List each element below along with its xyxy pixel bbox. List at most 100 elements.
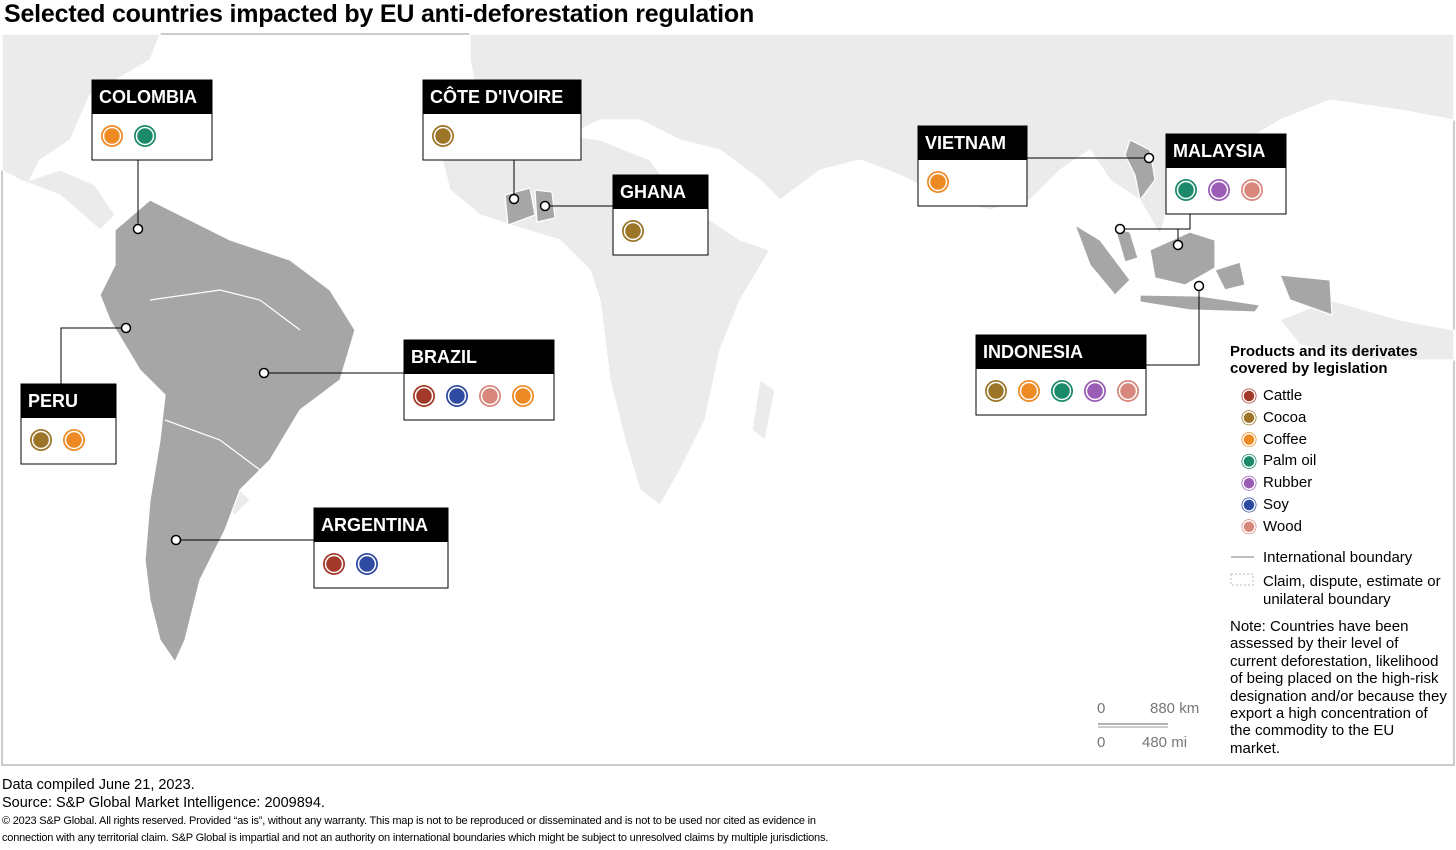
legend-label: Palm oil	[1263, 452, 1317, 470]
legend-title: Products and its derivates covered by le…	[1230, 343, 1418, 377]
country-shape	[1149, 231, 1216, 286]
land	[1279, 299, 1455, 361]
callout-header	[92, 80, 212, 114]
country-callout: GHANA	[539, 174, 709, 256]
legend-dot-ring	[1242, 476, 1256, 490]
product-dot-ring	[1242, 180, 1262, 200]
callout-header	[976, 335, 1146, 369]
country-anchor	[258, 367, 270, 379]
legend-dot-ring	[1242, 432, 1256, 447]
leader-line	[60, 327, 126, 384]
country-callout: VIETNAM	[917, 125, 1155, 207]
legend-dot-ring	[1242, 454, 1256, 469]
legend-dot-ring	[1242, 389, 1256, 403]
legend-label: Rubber	[1263, 474, 1313, 492]
country-name: GHANA	[620, 182, 686, 202]
product-dot-ring	[447, 386, 467, 406]
country-callout: MALAYSIA	[1114, 133, 1287, 251]
country-callout: CÔTE D'IVOIRE	[422, 79, 582, 205]
country-border	[149, 289, 301, 331]
country-callout: ARGENTINA	[170, 507, 449, 589]
country-name: BRAZIL	[411, 347, 477, 367]
country-anchor	[1193, 280, 1205, 292]
country-name: ARGENTINA	[321, 515, 428, 535]
callout-header	[1166, 134, 1286, 168]
product-dot-ring	[623, 221, 643, 241]
footer-disclaimer: connection with any territorial claim. S…	[2, 832, 829, 844]
product-dot-ring	[31, 430, 51, 450]
legend-label: Soy	[1263, 496, 1289, 513]
legend-boundary: Claim, dispute, estimate or unilateral b…	[1263, 573, 1441, 608]
country-shape	[1214, 261, 1246, 291]
country-shape	[1114, 227, 1139, 263]
country-anchor	[170, 534, 182, 546]
product-dot-ring	[414, 386, 434, 406]
legend-boundary: International boundary	[1263, 549, 1413, 566]
product-dot-ring	[513, 386, 533, 406]
scale-label: 0	[1097, 734, 1106, 751]
product-dot-ring	[135, 126, 155, 146]
callout-header	[918, 126, 1027, 160]
country-name: VIETNAM	[925, 133, 1006, 153]
product-dot-ring	[1019, 381, 1039, 401]
product-dot-ring	[324, 554, 344, 574]
product-dot-ring	[102, 126, 122, 146]
scale-label: 880 km	[1150, 700, 1200, 717]
product-dot-ring	[64, 430, 84, 450]
country-border	[164, 419, 261, 471]
country-name: INDONESIA	[983, 342, 1083, 362]
land	[1, 33, 161, 231]
product-dot-ring	[1052, 381, 1072, 401]
country-anchor	[1143, 152, 1155, 164]
callout-header	[21, 384, 116, 418]
country-name: COLOMBIA	[99, 87, 197, 107]
legend-label: Coffee	[1263, 430, 1307, 448]
footer-compiled: Data compiled June 21, 2023.	[2, 777, 195, 793]
country-name: CÔTE D'IVOIRE	[430, 86, 563, 107]
claim-symbol	[1230, 573, 1254, 586]
product-dot-ring	[1085, 381, 1105, 401]
leader-line	[1146, 286, 1200, 366]
legend-dot-ring	[1242, 520, 1256, 534]
legend-symbols	[1098, 556, 1254, 728]
highlighted-countries	[99, 139, 1333, 664]
legend-label: Cocoa	[1263, 408, 1307, 426]
callout-header	[314, 508, 448, 542]
map-title: Selected countries impacted by EU anti-d…	[4, 0, 755, 28]
product-dot-ring	[986, 381, 1006, 401]
country-name: PERU	[28, 391, 78, 411]
callout-header	[423, 80, 581, 114]
legend-dot-ring	[1242, 498, 1256, 512]
product-dot-ring	[1118, 381, 1138, 401]
legend-label: Cattle	[1263, 387, 1303, 404]
product-dot-ring	[357, 554, 377, 574]
country-shape	[1279, 274, 1333, 316]
country-shape	[1073, 223, 1131, 296]
country-anchor	[132, 223, 144, 235]
country-shape	[99, 199, 356, 664]
country-callout: BRAZIL	[258, 339, 555, 421]
country-anchor	[120, 322, 132, 334]
callout-header	[613, 175, 708, 209]
scale-label: 480 mi	[1142, 734, 1188, 751]
callout-header	[404, 340, 554, 374]
footer-disclaimer: © 2023 S&P Global. All rights reserved. …	[2, 815, 816, 827]
country-callout: PERU	[20, 322, 132, 465]
scale-label: 0	[1097, 700, 1106, 717]
country-anchor	[1172, 239, 1184, 251]
country-anchor	[508, 193, 520, 205]
country-anchor	[1114, 223, 1126, 235]
legend-note: Note: Countries have been assessed by th…	[1230, 618, 1447, 757]
land	[751, 378, 776, 442]
product-dot-ring	[480, 386, 500, 406]
country-callout: INDONESIA	[975, 280, 1205, 416]
legend-dot-ring	[1242, 411, 1256, 425]
legend-label: Wood	[1263, 517, 1302, 535]
product-dot-ring	[928, 172, 948, 192]
country-name: MALAYSIA	[1173, 141, 1265, 161]
country-callout: COLOMBIA	[91, 79, 213, 235]
country-shape	[1139, 294, 1262, 313]
product-dot-ring	[433, 126, 453, 146]
